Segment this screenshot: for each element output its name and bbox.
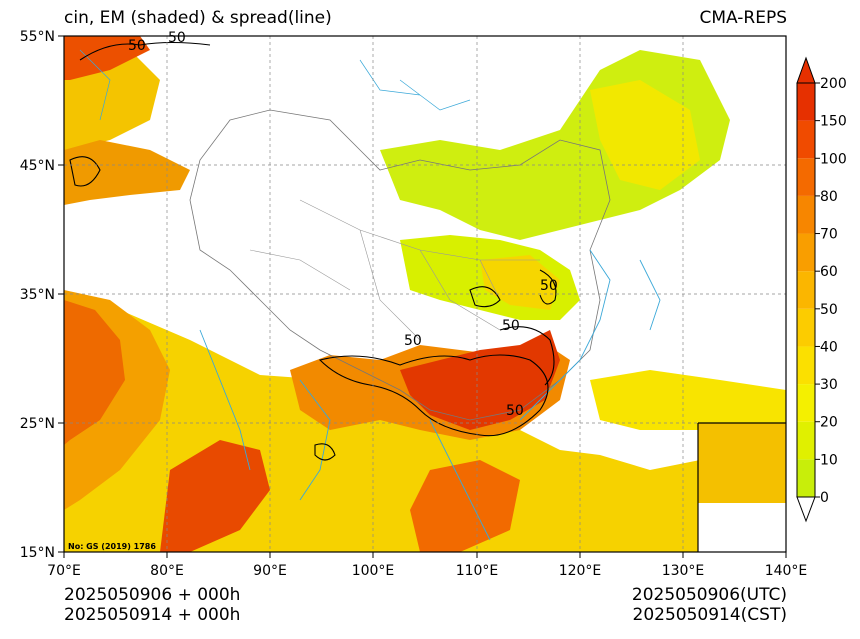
colorbar: 0 10 20 30 40 50 60 70 80 100 150 200: [796, 56, 847, 523]
contour-label: 50: [540, 278, 558, 294]
inset-frame: [697, 422, 786, 552]
colorbar-label: 80: [820, 189, 838, 205]
chart-title-left: cin, EM (shaded) & spread(line): [64, 8, 332, 28]
contour-label-group: 50 50 50 50 50 50: [128, 30, 558, 419]
field-northeast-yellow: [590, 80, 700, 190]
chart-title-right: CMA-REPS: [699, 8, 787, 28]
contour-central: [469, 286, 501, 308]
river-lines: [79, 49, 471, 121]
colorbar-label: 30: [820, 377, 838, 393]
colorbar-label: 60: [820, 264, 838, 280]
colorbar-label: 20: [820, 415, 838, 431]
y-tick-label: 45°N: [20, 158, 55, 174]
field-northwest-red: [64, 36, 150, 80]
contour-kazakh: [69, 156, 101, 187]
footer-right: 2025050906(UTC) 2025050914(CST): [632, 585, 787, 625]
colorbar-top-arrow: [796, 56, 816, 84]
colorbar-label: 150: [820, 114, 847, 130]
x-tick-label: 70°E: [47, 563, 81, 579]
y-tick-label: 35°N: [20, 287, 55, 303]
spread-contours: [69, 41, 557, 461]
colorbar-label: 70: [820, 227, 838, 243]
y-axis: 55°N 45°N 35°N 25°N 15°N: [20, 29, 64, 561]
colorbar-label: 100: [820, 151, 847, 167]
colorbar-segment: [797, 384, 815, 422]
valid-time-cst: 2025050914(CST): [632, 605, 787, 625]
colorbar-segment: [797, 195, 815, 234]
contour-loop: [314, 443, 336, 461]
coastline-south: [199, 329, 491, 541]
x-tick-label: 110°E: [456, 563, 499, 579]
contour-label: 50: [128, 38, 146, 54]
x-tick-label: 130°E: [662, 563, 705, 579]
colorbar-labels: 0 10 20 30 40 50 60 70 80 100 150 200: [815, 76, 847, 506]
field-kazakh-spots: [64, 140, 190, 205]
y-tick-label: 25°N: [20, 416, 55, 432]
shaded-field: [64, 36, 786, 552]
field-west-red: [64, 300, 125, 445]
contour-label: 50: [168, 30, 186, 46]
colorbar-frame: [796, 82, 816, 498]
colorbar-segments: [797, 83, 815, 497]
contour-label: 50: [506, 403, 524, 419]
init-time-utc: 2025050906 + 000h: [64, 585, 241, 605]
colorbar-label: 0: [820, 490, 829, 506]
contour-label: 50: [502, 318, 520, 334]
colorbar-segment: [797, 346, 815, 385]
colorbar-bottom-arrow: [796, 496, 816, 523]
y-tick-label: 55°N: [20, 29, 55, 45]
contour-north: [79, 41, 211, 61]
footer-left: 2025050906 + 000h 2025050914 + 000h: [64, 585, 240, 625]
colorbar-segment: [797, 271, 815, 309]
colorbar-label: 200: [820, 76, 847, 92]
map-approval-note: No: GS (2019) 1786: [68, 542, 156, 551]
field-sea-orange: [410, 460, 520, 552]
colorbar-segment: [797, 120, 815, 159]
colorbar-label: 10: [820, 452, 838, 468]
y-tick-label: 15°N: [20, 545, 55, 561]
contour-label: 50: [404, 333, 422, 349]
contour-east: [539, 269, 557, 305]
field-inset-region: [698, 423, 786, 503]
graticule: [64, 36, 786, 552]
colorbar-segment: [797, 421, 815, 460]
contour-south-b: [499, 326, 555, 386]
colorbar-label: 50: [820, 302, 838, 318]
colorbar-segment: [797, 459, 815, 497]
init-time-cst: 2025050914 + 000h: [64, 605, 241, 625]
field-bay-red: [160, 440, 270, 552]
x-tick-label: 140°E: [765, 563, 808, 579]
colorbar-segment: [797, 233, 815, 272]
x-tick-label: 80°E: [150, 563, 184, 579]
colorbar-label: 40: [820, 339, 838, 355]
x-tick-label: 100°E: [352, 563, 395, 579]
contour-south-a: [318, 354, 549, 437]
field-china-red: [400, 330, 560, 430]
field-inset-blank: [698, 503, 786, 552]
colorbar-segment: [797, 308, 815, 347]
colorbar-segment: [797, 158, 815, 196]
colorbar-segment: [797, 83, 815, 121]
x-tick-label: 90°E: [253, 563, 287, 579]
x-tick-label: 120°E: [559, 563, 602, 579]
province-lines: [249, 199, 540, 341]
x-axis: 70°E 80°E 90°E 100°E 110°E 120°E 130°E 1…: [47, 552, 807, 579]
valid-time-utc: 2025050906(UTC): [631, 585, 787, 605]
